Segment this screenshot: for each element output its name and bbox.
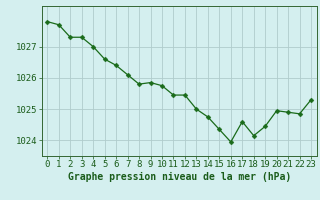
X-axis label: Graphe pression niveau de la mer (hPa): Graphe pression niveau de la mer (hPa) xyxy=(68,172,291,182)
